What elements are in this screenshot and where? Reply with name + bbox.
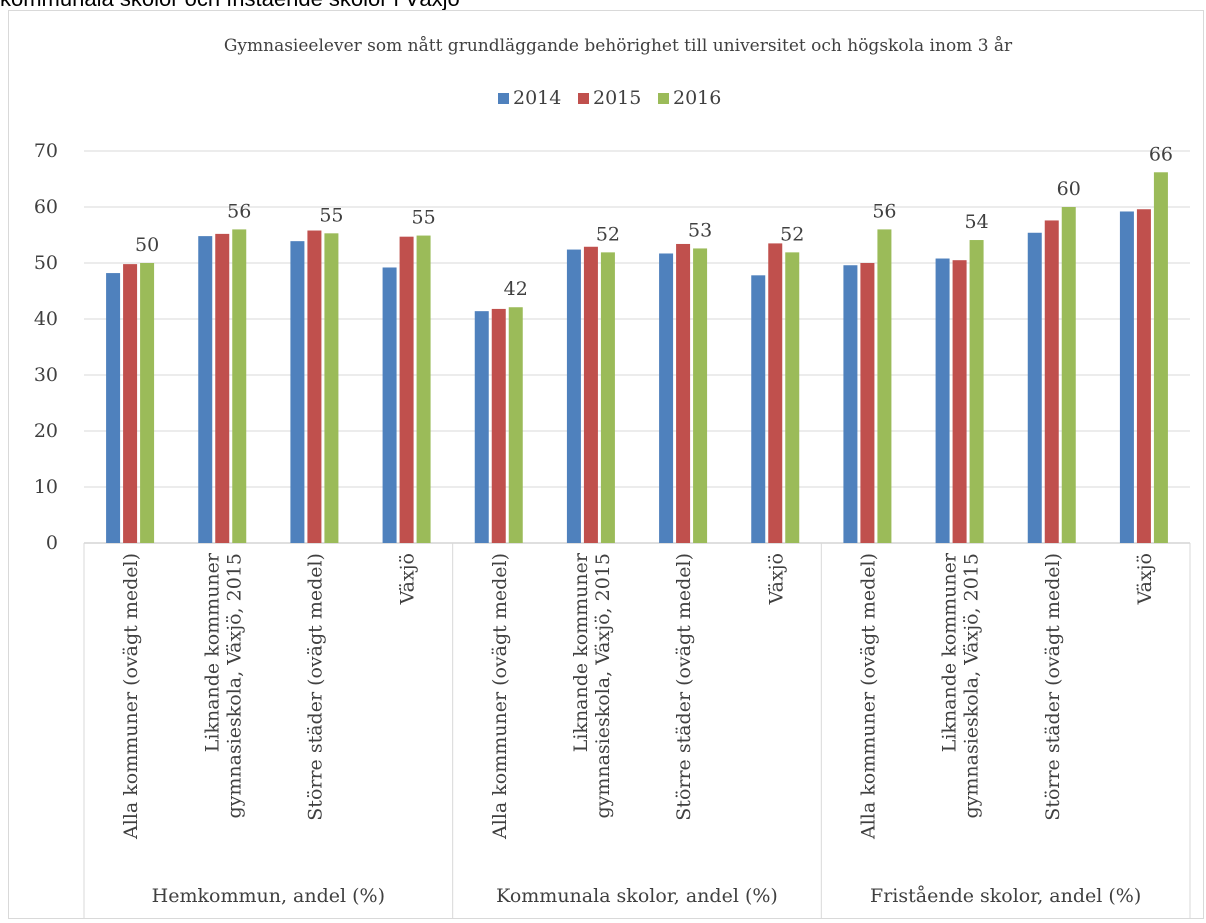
data-label: 54 (964, 211, 988, 233)
y-tick-label: 30 (34, 364, 58, 386)
y-tick-label: 50 (34, 252, 58, 274)
y-tick-label: 70 (34, 140, 58, 162)
bar (693, 248, 708, 543)
data-label: 42 (504, 278, 528, 300)
data-label: 56 (872, 200, 896, 222)
bar (215, 233, 230, 543)
bar (935, 258, 950, 543)
bar (324, 233, 339, 543)
legend-swatch-2016 (658, 93, 669, 104)
x-category-label: gymnasieskola, Växjö, 2015 (592, 553, 614, 819)
data-label: 66 (1149, 143, 1173, 165)
y-tick-label: 20 (34, 420, 58, 442)
bar (382, 267, 397, 543)
x-category-label: Större städer (ovägt medel) (673, 553, 695, 821)
bar-series (106, 172, 1168, 544)
data-labels: 50 56 55 55 42 52 53 52 56 54 60 66 (135, 143, 1173, 300)
chart-legend: 2014 2015 2016 (498, 87, 721, 109)
bar (751, 275, 766, 543)
bar (416, 235, 431, 543)
data-label: 50 (135, 234, 159, 256)
bar (952, 260, 967, 543)
bar (290, 241, 305, 543)
x-category-label: Större städer (ovägt medel) (1042, 553, 1064, 821)
x-category-label: Liknande kommuner (570, 552, 592, 752)
page-heading: kommunala skolor och fristående skolor i… (0, 0, 1206, 12)
x-category-label: Liknande kommuner (201, 552, 223, 752)
bar (768, 243, 783, 543)
x-category-label: Alla kommuner (ovägt medel) (120, 553, 142, 840)
bar (659, 253, 674, 544)
x-category-label: Liknande kommuner (939, 552, 961, 752)
bar (232, 229, 247, 543)
bar (1027, 232, 1042, 543)
y-tick-label: 10 (34, 476, 58, 498)
x-category-label: gymnasieskola, Växjö, 2015 (961, 553, 983, 819)
bar (198, 236, 213, 543)
x-group-label: Hemkommun, andel (%) (152, 885, 385, 907)
x-category-label: gymnasieskola, Växjö, 2015 (223, 553, 245, 819)
legend-swatch-2015 (578, 93, 589, 104)
legend-label-2016: 2016 (673, 87, 721, 109)
y-tick-label: 40 (34, 308, 58, 330)
bar (123, 264, 138, 543)
data-label: 52 (596, 223, 620, 245)
legend-label-2014: 2014 (513, 87, 561, 109)
bar (1136, 209, 1151, 544)
legend-label-2015: 2015 (593, 87, 641, 109)
x-category-label: Större städer (ovägt medel) (304, 553, 326, 821)
data-label: 53 (688, 219, 712, 241)
bar (399, 236, 414, 543)
bar (1061, 207, 1076, 543)
x-axis: Alla kommuner (ovägt medel) Liknande komm… (83, 543, 1191, 919)
x-category-label: Alla kommuner (ovägt medel) (857, 553, 879, 840)
x-category-label: Växjö (1134, 553, 1156, 605)
bar (843, 265, 858, 543)
data-label: 60 (1057, 178, 1081, 200)
bar (785, 252, 800, 544)
data-label: 52 (780, 223, 804, 245)
bar (508, 307, 523, 543)
legend-swatch-2014 (498, 93, 509, 104)
bar (1044, 220, 1059, 543)
gridlines (84, 150, 1190, 544)
bar (676, 243, 691, 543)
chart-title: Gymnasieelever som nått grundläggande be… (224, 36, 1013, 56)
bar (106, 273, 121, 543)
bar (474, 311, 489, 543)
bar (1119, 211, 1134, 544)
x-category-label: Växjö (397, 553, 419, 605)
x-group-label: Fristående skolor, andel (%) (870, 885, 1141, 907)
y-tick-label: 0 (46, 532, 58, 554)
x-category-label: Alla kommuner (ovägt medel) (489, 553, 511, 840)
bar (491, 308, 506, 543)
y-tick-label: 60 (34, 196, 58, 218)
bar (140, 263, 155, 543)
bar (600, 252, 615, 544)
data-label: 55 (319, 204, 343, 226)
bar (877, 229, 892, 543)
x-category-label: Växjö (765, 553, 787, 605)
data-label: 56 (227, 200, 251, 222)
bar (583, 246, 598, 543)
bar (1153, 172, 1168, 543)
y-axis: 0 10 20 30 40 50 60 70 (34, 140, 58, 554)
x-group-label: Kommunala skolor, andel (%) (496, 885, 778, 907)
bar (860, 263, 875, 543)
data-label: 55 (411, 207, 435, 229)
bar (307, 230, 322, 543)
bar (566, 249, 581, 543)
bar (969, 240, 984, 544)
